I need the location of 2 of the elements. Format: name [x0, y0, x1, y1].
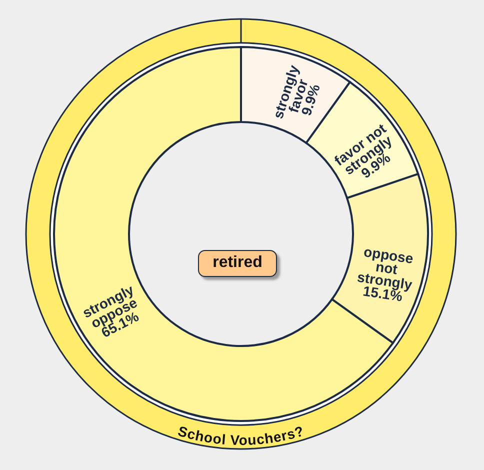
text: School Vouchers?	[176, 422, 306, 448]
text: retired	[198, 250, 277, 277]
